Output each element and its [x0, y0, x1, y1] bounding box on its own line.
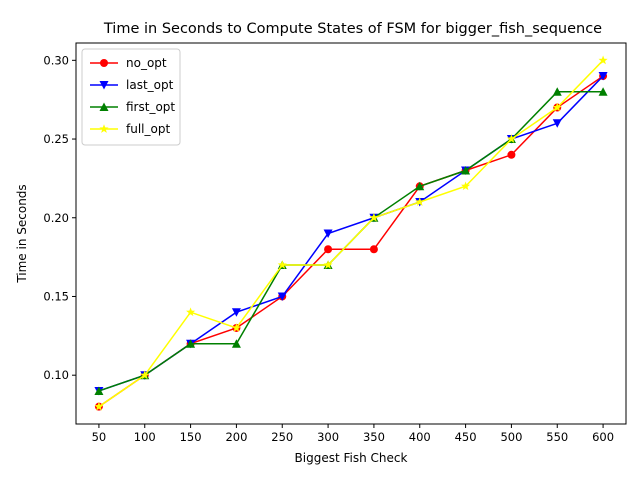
- y-axis-label: Time in Seconds: [15, 184, 29, 283]
- legend-marker: [99, 81, 109, 90]
- y-tick-label: 0.25: [43, 132, 69, 146]
- x-tick-label: 550: [546, 430, 568, 444]
- data-point: [598, 55, 608, 65]
- y-tick-label: 0.20: [43, 211, 69, 225]
- x-tick-label: 600: [592, 430, 614, 444]
- data-point: [231, 308, 241, 317]
- legend-label: no_opt: [126, 56, 167, 70]
- x-axis: 50 100 150 200 250 300 350 400 450 500 550 600: [92, 424, 614, 444]
- legend-item-first_opt: first_opt: [90, 100, 175, 114]
- y-tick-label: 0.15: [43, 289, 69, 303]
- series-full_opt: [94, 55, 608, 411]
- y-tick-label: 0.10: [43, 368, 69, 382]
- data-point: [461, 166, 471, 175]
- x-tick-label: 450: [455, 430, 477, 444]
- series-line: [98, 59, 604, 408]
- x-tick-label: 250: [271, 430, 293, 444]
- x-tick-label: 350: [363, 430, 385, 444]
- data-point: [369, 212, 379, 222]
- data-point: [186, 307, 196, 317]
- chart-title: Time in Seconds to Compute States of FSM…: [103, 21, 602, 37]
- data-point: [324, 245, 333, 254]
- legend-item-full_opt: full_opt: [90, 122, 170, 136]
- data-point: [186, 339, 196, 348]
- data-point: [507, 150, 516, 159]
- x-tick-label: 100: [134, 430, 156, 444]
- data-point: [94, 401, 104, 411]
- data-point: [415, 197, 425, 206]
- data-point: [461, 181, 471, 191]
- x-axis-label: Biggest Fish Check: [295, 451, 408, 465]
- legend-label: last_opt: [126, 78, 174, 92]
- data-point: [277, 260, 287, 269]
- x-tick-label: 400: [409, 430, 431, 444]
- data-point: [94, 386, 104, 395]
- x-tick-label: 300: [317, 430, 339, 444]
- legend-label: first_opt: [126, 100, 175, 114]
- y-tick-label: 0.30: [43, 53, 69, 67]
- data-point: [552, 102, 562, 112]
- legend-item-last_opt: last_opt: [90, 78, 174, 92]
- legend-marker: [100, 59, 108, 67]
- plot-frame: [75, 42, 627, 425]
- legend-box: [81, 48, 181, 146]
- data-point: [323, 229, 333, 238]
- legend-item-no_opt: no_opt: [90, 56, 167, 70]
- x-tick-label: 200: [225, 430, 247, 444]
- x-tick-label: 500: [500, 430, 522, 444]
- legend-label: full_opt: [126, 122, 170, 136]
- data-point: [506, 134, 516, 143]
- data-point: [598, 87, 608, 96]
- data-point: [277, 292, 287, 301]
- data-point: [140, 370, 150, 380]
- data-point: [369, 245, 378, 254]
- x-tick-label: 150: [180, 430, 202, 444]
- data-point: [231, 339, 241, 348]
- y-axis: 0.10 0.15 0.20 0.25 0.30: [43, 53, 76, 382]
- legend: no_opt last_opt first_opt full_opt: [81, 48, 181, 146]
- data-point: [323, 260, 333, 269]
- data-point: [415, 181, 425, 191]
- data-point: [231, 323, 241, 332]
- legend-marker: [99, 102, 109, 111]
- data-point: [598, 72, 608, 81]
- series-layer: [94, 55, 608, 411]
- data-point: [552, 87, 562, 96]
- legend-marker: [99, 124, 109, 133]
- data-point: [552, 119, 562, 128]
- x-tick-label: 50: [92, 430, 107, 444]
